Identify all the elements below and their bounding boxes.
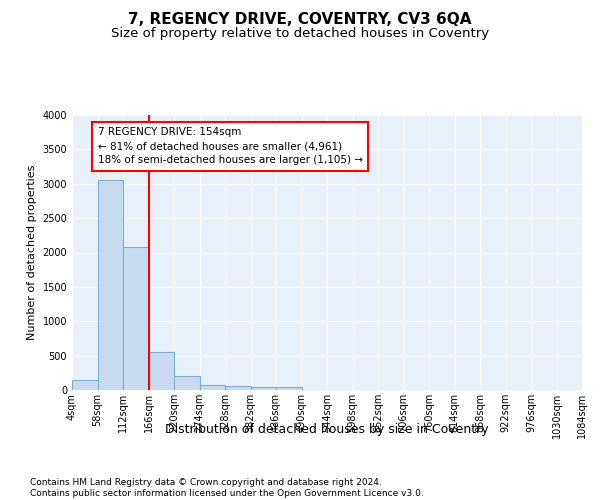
Bar <box>200 385 225 390</box>
Bar <box>251 387 276 390</box>
Bar <box>97 180 123 390</box>
Text: 7 REGENCY DRIVE: 154sqm
← 81% of detached houses are smaller (4,961)
18% of semi: 7 REGENCY DRIVE: 154sqm ← 81% of detache… <box>97 128 362 166</box>
Bar <box>123 247 149 390</box>
Text: 7, REGENCY DRIVE, COVENTRY, CV3 6QA: 7, REGENCY DRIVE, COVENTRY, CV3 6QA <box>128 12 472 28</box>
Text: Distribution of detached houses by size in Coventry: Distribution of detached houses by size … <box>165 422 489 436</box>
Text: Size of property relative to detached houses in Coventry: Size of property relative to detached ho… <box>111 28 489 40</box>
Text: Contains HM Land Registry data © Crown copyright and database right 2024.
Contai: Contains HM Land Registry data © Crown c… <box>30 478 424 498</box>
Bar <box>72 380 97 390</box>
Bar <box>276 386 302 390</box>
Bar <box>149 352 174 390</box>
Bar <box>174 376 199 390</box>
Y-axis label: Number of detached properties: Number of detached properties <box>27 165 37 340</box>
Bar <box>225 386 251 390</box>
